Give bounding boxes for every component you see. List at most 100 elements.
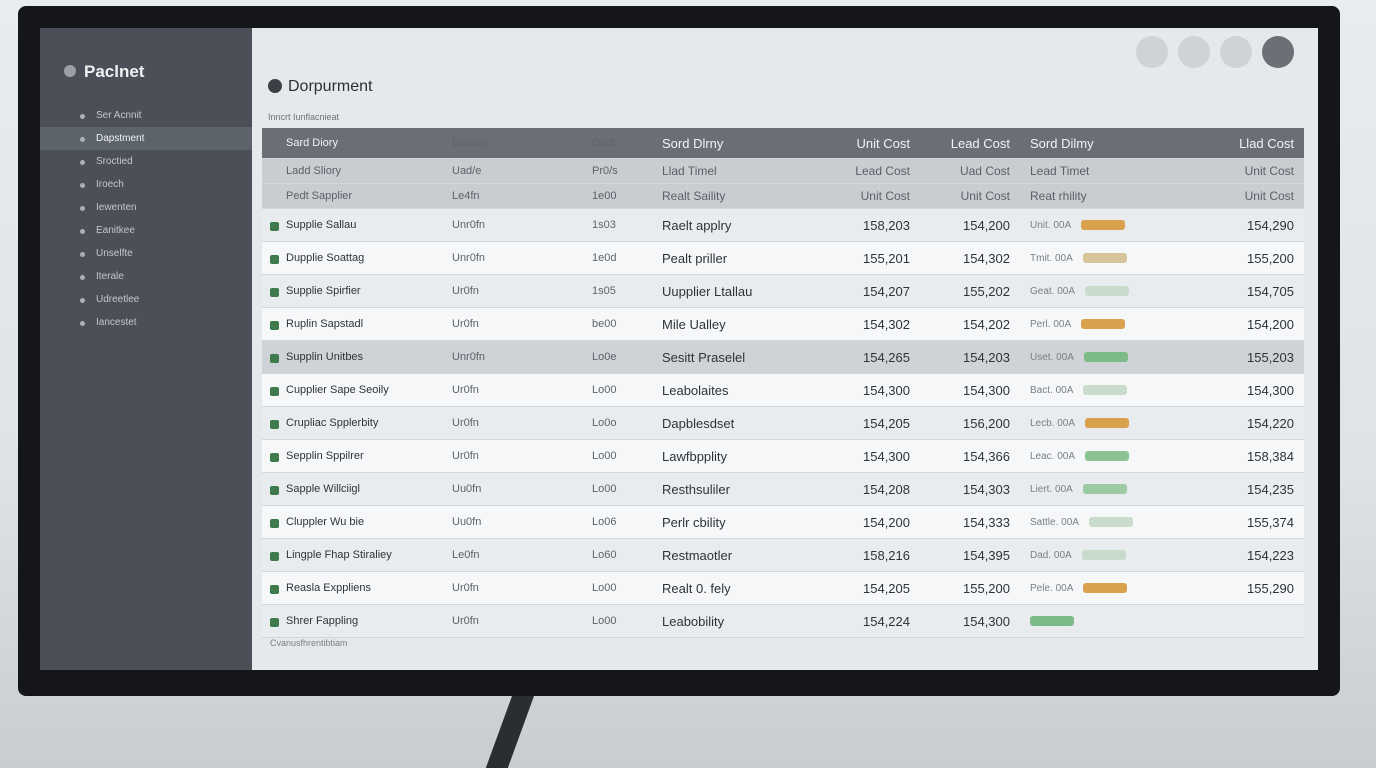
status-cell: Liert. 00A — [1020, 484, 1194, 495]
column-header[interactable]: Sord Dlrny — [662, 135, 724, 151]
cell: Dupplie Soattag — [262, 252, 442, 264]
nav-item[interactable]: Iroech — [40, 173, 252, 196]
status-cell: Pele. 00A — [1020, 583, 1194, 594]
cell: Ruplin Sapstadl — [262, 318, 442, 330]
status-label: Sattle. 00A — [1030, 516, 1079, 528]
cell: Uu0fn — [452, 483, 482, 495]
data-table: Sard Diory Dalmay Dlatt Sord Dlrny Unit Cost… — [262, 128, 1304, 638]
cell: 155,202 — [963, 283, 1010, 299]
cell: 155,200 — [1247, 250, 1294, 266]
cell: 154,300 — [963, 382, 1010, 398]
nav-item[interactable]: Sroctied — [40, 150, 252, 173]
table-row[interactable]: Shrer Fappling Ur0fn Lo00 Leabobility 154,22… — [262, 605, 1304, 638]
status-label: Pele. 00A — [1030, 582, 1074, 594]
cell: 156,200 — [963, 415, 1010, 431]
cell: 154,200 — [863, 514, 910, 530]
status-pill — [1082, 253, 1127, 263]
subheader-cell: Pedt Sapplier — [286, 190, 353, 202]
nav-item[interactable]: Iterale — [40, 265, 252, 288]
column-header[interactable]: Unit Cost — [856, 135, 910, 151]
cell: 154,300 — [863, 448, 910, 464]
table-row[interactable]: Ruplin Sapstadl Ur0fn be00 Mile Ualley 154,3… — [262, 308, 1304, 341]
nav-item[interactable]: Udreetlee — [40, 288, 252, 311]
cell: Lo00 — [592, 582, 617, 594]
column-header[interactable]: Sord Dilmy — [1030, 135, 1094, 151]
nav-item[interactable]: Iewenten — [40, 196, 252, 219]
cell: Perlr cbility — [662, 514, 726, 530]
cell: Lo0e — [592, 351, 617, 363]
cell: Ur0fn — [452, 285, 479, 297]
table-row[interactable]: Reasla Exppliens Ur0fn Lo00 Realt 0. fely 15… — [262, 572, 1304, 605]
cell: Crupliac Spplerbity — [262, 417, 442, 429]
cell: 155,200 — [963, 580, 1010, 596]
cell: 154,224 — [863, 613, 910, 629]
cell: Supplie Sallau — [262, 219, 442, 231]
column-header[interactable]: Llad Cost — [1239, 135, 1294, 151]
table-row[interactable]: Crupliac Spplerbity Ur0fn Lo0o Dapblesdset 1… — [262, 407, 1304, 440]
monitor-stand — [485, 690, 537, 768]
cell: Lo00 — [592, 450, 617, 462]
cell: 154,203 — [963, 349, 1010, 365]
cell: 158,216 — [863, 547, 910, 563]
status-pill — [1083, 385, 1128, 395]
monitor: Paclnet Ser Acnnit Dapstment Sroctied Iroec… — [18, 6, 1340, 696]
cell: 154,333 — [963, 514, 1010, 530]
cell: 154,302 — [963, 250, 1010, 266]
sidebar: Paclnet Ser Acnnit Dapstment Sroctied Iroec… — [40, 28, 252, 670]
subheader-cell: Unit Cost — [1244, 164, 1294, 178]
tool-button[interactable] — [1178, 36, 1210, 68]
screen: Paclnet Ser Acnnit Dapstment Sroctied Iroec… — [40, 28, 1318, 670]
page-subtitle: Inncrt Iunflacnieat — [268, 112, 340, 122]
status-pill — [1030, 616, 1074, 626]
brand: Paclnet — [40, 62, 252, 104]
table-row[interactable]: Lingple Fhap Stiraliey Le0fn Lo60 Restmaotl… — [262, 539, 1304, 572]
cell: Shrer Fappling — [262, 615, 442, 627]
cell: 154,200 — [1247, 316, 1294, 332]
table-row[interactable]: Supplie Spirfier Ur0fn 1s05 Uupplier Ltalla… — [262, 275, 1304, 308]
nav-item[interactable]: Dapstment — [40, 127, 252, 150]
subheader-cell: Reat rhility — [1030, 189, 1087, 203]
cell: Unr0fn — [452, 219, 486, 231]
status-pill — [1082, 484, 1127, 494]
table-row[interactable]: Dupplie Soattag Unr0fn 1e0d Pealt priller 15… — [262, 242, 1304, 275]
nav-item[interactable]: Ser Acnnit — [40, 104, 252, 127]
status-cell: Lecb. 00A — [1020, 418, 1194, 429]
tool-button[interactable] — [1262, 36, 1294, 68]
nav-item[interactable]: Unselfte — [40, 242, 252, 265]
table-row[interactable]: Sepplin Sppilrer Ur0fn Lo00 Lawfbpplity 154,… — [262, 440, 1304, 473]
column-header[interactable]: Lead Cost — [950, 135, 1010, 151]
cell: 158,384 — [1247, 448, 1294, 464]
status-label: Lecb. 00A — [1030, 417, 1076, 429]
table-row[interactable]: Cluppler Wu bie Uu0fn Lo06 Perlr cbility 154… — [262, 506, 1304, 539]
cell: 154,366 — [963, 448, 1010, 464]
status-pill — [1085, 418, 1130, 428]
header-row: Sard Diory Dalmay Dlatt Sord Dlrny Unit Cost… — [262, 128, 1304, 159]
tool-button[interactable] — [1220, 36, 1252, 68]
status-label: Uset. 00A — [1030, 351, 1074, 363]
cell: Unr0fn — [452, 252, 486, 264]
cell: Lawfbpplity — [662, 448, 728, 464]
subheader-cell: Ladd Sliory — [286, 165, 342, 177]
table-row[interactable]: Cupplier Sape Seoily Ur0fn Lo00 Leabolaites… — [262, 374, 1304, 407]
cell: 154,300 — [863, 382, 910, 398]
subheader-cell: Pr0/s — [592, 165, 618, 177]
cell: Raelt applry — [662, 217, 732, 233]
nav-item[interactable]: Iancestet — [40, 311, 252, 334]
table-row[interactable]: Supplie Sallau Unr0fn 1s03 Raelt applry 158,… — [262, 209, 1304, 242]
column-header[interactable]: Dalmay — [452, 137, 490, 149]
status-cell — [1020, 616, 1194, 626]
column-header[interactable]: Sard Diory — [286, 137, 338, 149]
tool-button[interactable] — [1136, 36, 1168, 68]
table-row[interactable]: Sapple Willciigl Uu0fn Lo00 Resthsuliler 154… — [262, 473, 1304, 506]
cell: Ur0fn — [452, 582, 479, 594]
column-header[interactable]: Dlatt — [592, 137, 615, 149]
subheader-cell: Uad/e — [452, 165, 482, 177]
table-row[interactable]: Supplin Unitbes Unr0fn Lo0e Sesitt Praselel… — [262, 341, 1304, 374]
cell: Lo0o — [592, 417, 617, 429]
nav-item[interactable]: Eanitkee — [40, 219, 252, 242]
cell: 154,207 — [863, 283, 910, 299]
status-pill — [1083, 583, 1128, 593]
cell: Realt 0. fely — [662, 580, 731, 596]
subheader-cell: Uad Cost — [959, 164, 1010, 178]
status-pill — [1083, 352, 1128, 362]
